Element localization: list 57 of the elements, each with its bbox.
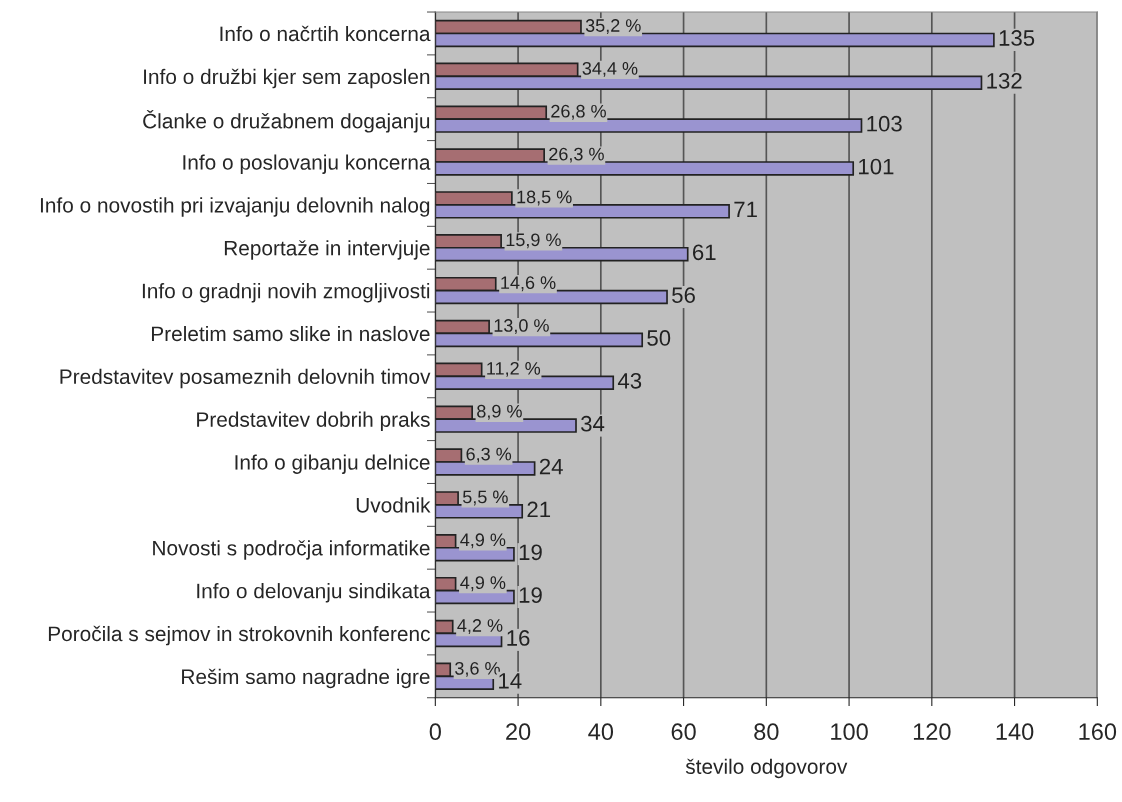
x-axis-title: število odgovorov — [685, 758, 848, 779]
data-label: 14,6 % — [501, 276, 556, 292]
data-label: 24 — [539, 458, 563, 475]
y-tick-label: Predstavitev posameznih delovnih timov — [60, 368, 431, 389]
data-label: 34,4 % — [582, 61, 638, 77]
data-label: 132 — [987, 72, 1022, 89]
data-label: 18,5 % — [517, 190, 572, 206]
y-tick-label: Info o poslovanju koncerna — [183, 154, 431, 174]
x-tick-label: 20 — [506, 723, 531, 741]
data-label: 35,2 % — [585, 19, 641, 35]
data-label: 26,3 % — [549, 147, 604, 163]
x-tick-label: 40 — [588, 723, 614, 741]
data-label: 56 — [672, 287, 695, 303]
y-tick-label: Novosti s področja informatike — [153, 540, 430, 560]
y-tick-label: Reportaže in intervjuje — [224, 240, 430, 260]
x-tick-label: 60 — [671, 723, 696, 741]
data-label: 14 — [499, 673, 522, 689]
y-tick-label: Uvodnik — [356, 497, 431, 513]
y-tick-label: Rešim samo nagradne igre — [182, 668, 430, 689]
data-label: 135 — [999, 30, 1035, 46]
y-tick-label: Info o delovanju sindikata — [197, 583, 431, 603]
data-label: 13,0 % — [494, 319, 549, 335]
y-tick-label: Info o družbi kjer sem zaposlen — [144, 68, 430, 89]
x-tick-label: 100 — [831, 723, 868, 741]
data-label: 11,2 % — [487, 361, 541, 377]
data-label: 19 — [519, 544, 542, 561]
data-label: 101 — [859, 158, 894, 175]
y-tick-label: Info o novostih pri izvajanju delovnih nalog — [40, 197, 430, 217]
y-tick-label: Preletim samo slike in naslove — [152, 325, 430, 342]
data-label: 4,9 % — [460, 533, 506, 549]
y-tick-label: Info o gibanju delnice — [235, 454, 430, 474]
data-label: 103 — [867, 115, 902, 132]
data-label: 43 — [617, 372, 642, 389]
y-tick-label: Članke o družabnem dogajanju — [143, 110, 430, 133]
data-label: 4,2 % — [457, 619, 503, 635]
x-tick-label: 140 — [996, 723, 1034, 741]
y-tick-label: Info o načrtih koncerna — [220, 25, 431, 42]
data-label: 5,5 % — [462, 490, 508, 506]
data-label: 8,9 % — [477, 404, 522, 420]
x-tick-label: 0 — [429, 723, 441, 741]
data-label: 15,9 % — [506, 233, 561, 249]
data-label: 34 — [581, 415, 605, 432]
x-tick-label: 120 — [913, 723, 951, 741]
x-tick-label: 160 — [1079, 723, 1117, 741]
data-label: 6,3 % — [466, 447, 512, 463]
x-tick-label: 80 — [754, 723, 779, 741]
data-label: 19 — [519, 587, 542, 603]
y-tick-label: Poročila s sejmov in strokovnih konferenc — [48, 625, 430, 646]
data-label: 61 — [693, 244, 716, 261]
data-label: 50 — [647, 330, 671, 346]
data-label: 71 — [734, 201, 757, 218]
data-label: 4,9 % — [460, 576, 506, 592]
data-label: 26,8 % — [551, 104, 606, 120]
y-tick-label: Info o gradnji novih zmogljivosti — [142, 283, 430, 303]
data-label: 16 — [507, 630, 530, 646]
y-tick-label: Predstavitev dobrih praks — [197, 411, 430, 432]
data-label: 21 — [527, 501, 551, 518]
